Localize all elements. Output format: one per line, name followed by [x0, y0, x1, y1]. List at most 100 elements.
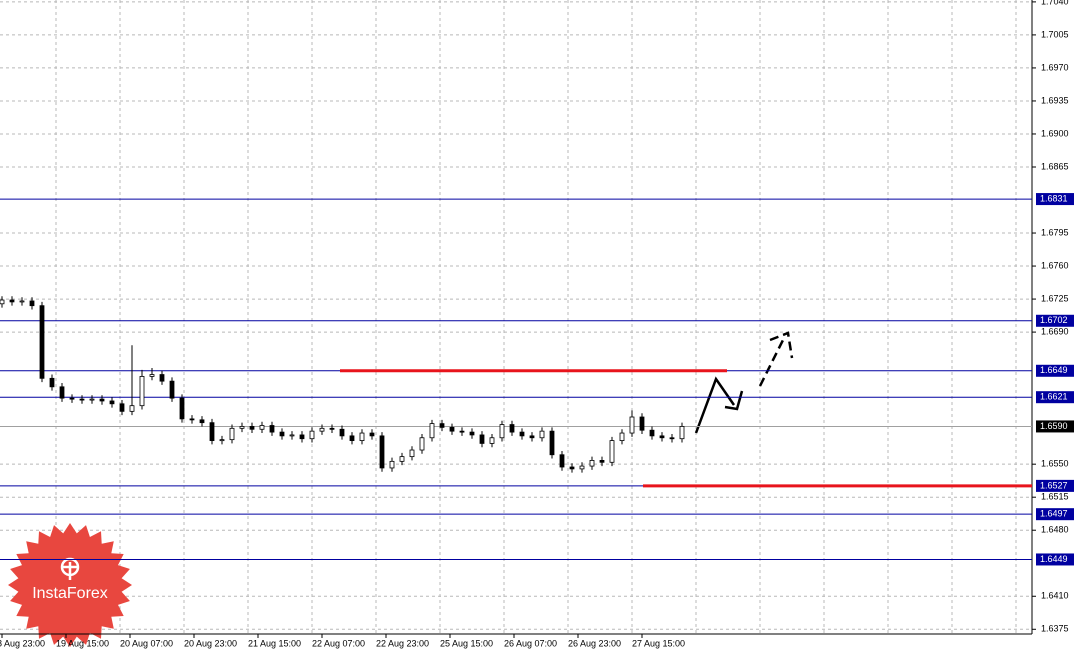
candle-body	[389, 460, 395, 469]
y-tick-label: 1.6795	[1041, 227, 1069, 237]
candle-body	[249, 426, 255, 430]
candle-body	[489, 437, 495, 444]
candle-body	[69, 397, 75, 400]
candle-body	[539, 430, 545, 439]
candle-body	[629, 416, 635, 434]
candle-body	[319, 427, 325, 432]
candle-body	[289, 434, 295, 437]
y-tick-label: 1.6725	[1041, 293, 1069, 303]
candle-body	[549, 430, 555, 456]
x-tick-label: 18 Aug 23:00	[0, 638, 45, 648]
candle-body	[239, 426, 245, 429]
y-tick-label: 1.7005	[1041, 29, 1069, 39]
level-label: 1.6527	[1040, 480, 1068, 490]
logo-badge	[8, 523, 132, 647]
candle-body	[129, 405, 135, 412]
forecast-arrow-dashed	[758, 331, 794, 387]
watermark-logo: InstaForex	[8, 523, 132, 647]
x-tick-label: 27 Aug 15:00	[632, 638, 685, 648]
candle-body	[309, 430, 315, 440]
x-tick-label: 26 Aug 23:00	[568, 638, 621, 648]
candle-body	[669, 437, 675, 440]
logo-text: InstaForex	[32, 585, 108, 602]
candle-body	[639, 416, 645, 431]
candle-body	[329, 427, 335, 430]
candle-body	[459, 430, 465, 433]
candle-body	[169, 380, 175, 399]
candle-body	[29, 300, 35, 307]
level-label-box	[1036, 508, 1074, 521]
candle-body	[79, 398, 85, 401]
y-tick-label: 1.6760	[1041, 260, 1069, 270]
candle-body	[259, 425, 265, 430]
candle-body	[409, 449, 415, 458]
level-label: 1.6497	[1040, 509, 1068, 519]
level-label: 1.6621	[1040, 392, 1068, 402]
candle-body	[649, 429, 655, 437]
y-tick-label: 1.6900	[1041, 128, 1069, 138]
candle-body	[509, 424, 515, 433]
candle-body	[89, 398, 95, 401]
candle-body	[569, 466, 575, 470]
x-tick-label: 19 Aug 15:00	[56, 638, 109, 648]
x-tick-label: 26 Aug 07:00	[504, 638, 557, 648]
x-tick-label: 20 Aug 23:00	[184, 638, 237, 648]
candle-body	[369, 432, 375, 437]
candle-body	[529, 435, 535, 439]
level-label-box	[1036, 479, 1074, 492]
level-label: 1.6649	[1040, 365, 1068, 375]
candle-body	[39, 305, 45, 379]
current-price-box	[1036, 420, 1074, 433]
candle-body	[499, 424, 505, 439]
y-tick-label: 1.6515	[1041, 492, 1069, 502]
level-label-box	[1036, 553, 1074, 566]
candle-body	[589, 460, 595, 467]
candle-body	[219, 439, 225, 442]
y-tick-label: 1.6865	[1041, 161, 1069, 171]
y-tick-label: 1.6690	[1041, 326, 1069, 336]
candle-body	[189, 418, 195, 421]
y-tick-label: 1.7040	[1041, 0, 1069, 6]
candle-body	[269, 425, 275, 433]
candle-body	[449, 426, 455, 432]
candle-body	[349, 435, 355, 441]
candle-body	[179, 397, 185, 420]
candle-body	[479, 434, 485, 444]
candle-body	[359, 432, 365, 441]
candle-body	[599, 460, 605, 463]
candle-body	[19, 300, 25, 303]
level-label-box	[1036, 193, 1074, 206]
level-label: 1.6449	[1040, 554, 1068, 564]
current-price-label: 1.6590	[1040, 421, 1068, 431]
candle-body	[99, 398, 105, 402]
candle-body	[229, 427, 235, 441]
candle-body	[559, 454, 565, 468]
candle-body	[679, 426, 685, 440]
candle-body	[579, 465, 585, 470]
level-label-box	[1036, 314, 1074, 327]
level-label-box	[1036, 391, 1074, 404]
x-tick-label: 20 Aug 07:00	[120, 638, 173, 648]
candle-body	[0, 299, 5, 305]
x-tick-label: 22 Aug 07:00	[312, 638, 365, 648]
candle-body	[139, 376, 145, 407]
x-tick-label: 25 Aug 15:00	[440, 638, 493, 648]
y-tick-label: 1.6375	[1041, 624, 1069, 634]
candle-body	[49, 377, 55, 388]
candle-body	[159, 374, 165, 382]
level-label-box	[1036, 364, 1074, 377]
level-label: 1.6702	[1040, 315, 1068, 325]
candle-body	[609, 440, 615, 463]
candle-body	[519, 431, 525, 437]
candle-body	[339, 428, 345, 437]
candle-body	[279, 431, 285, 437]
candle-body	[119, 403, 125, 412]
candle-body	[619, 432, 625, 441]
candle-body	[469, 431, 475, 436]
candle-body	[399, 456, 405, 462]
candle-body	[429, 423, 435, 439]
candle-body	[59, 386, 65, 399]
